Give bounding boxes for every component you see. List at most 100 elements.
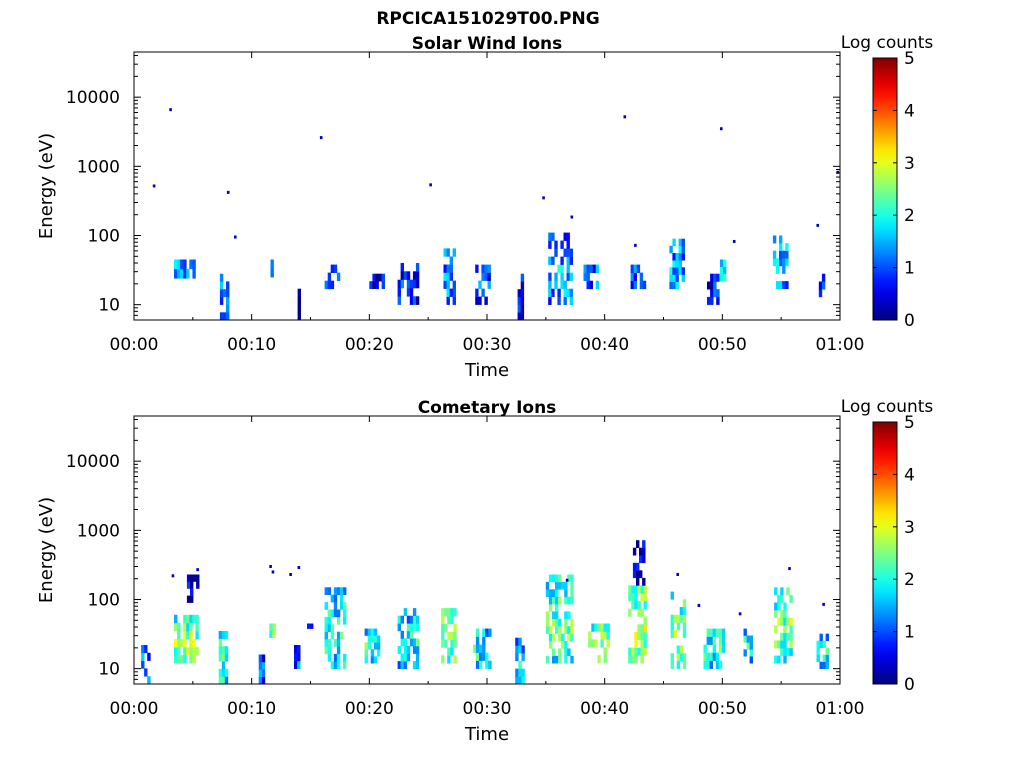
count-cell (343, 616, 347, 625)
count-cell (716, 289, 720, 298)
count-cell (324, 280, 328, 290)
count-cell (637, 600, 641, 609)
count-cell (774, 640, 778, 649)
count-cell (631, 655, 635, 664)
count-cell (478, 280, 482, 289)
ion-burst (583, 264, 600, 290)
count-cell (789, 594, 793, 603)
count-cell (772, 250, 777, 259)
count-cell (333, 639, 338, 647)
count-cell (269, 623, 273, 631)
count-cell (554, 272, 558, 281)
count-cell (186, 595, 191, 603)
count-cell (192, 614, 196, 624)
count-cell (174, 647, 178, 656)
count-cell (444, 623, 448, 633)
count-point (171, 574, 175, 578)
ion-burst (218, 631, 229, 684)
count-cell (634, 639, 638, 648)
count-cell (443, 280, 447, 289)
count-cell (183, 647, 187, 656)
count-cell (567, 648, 571, 657)
count-cell (561, 633, 565, 642)
count-cell (324, 616, 328, 625)
count-cell (634, 600, 638, 609)
ion-burst (548, 232, 573, 305)
count-point (788, 567, 791, 571)
count-cell (397, 615, 401, 624)
count-cell (452, 280, 456, 289)
count-cell (174, 639, 178, 648)
count-cell (564, 641, 568, 649)
count-cell (678, 245, 682, 254)
count-cell (639, 555, 643, 564)
count-cell (330, 624, 335, 632)
count-cell (780, 632, 784, 641)
count-cell (591, 623, 595, 632)
count-cell (774, 602, 778, 611)
count-cell (567, 596, 571, 605)
count-cell (628, 593, 632, 602)
count-cell (718, 644, 723, 653)
count-cell (327, 609, 332, 618)
ion-burst (364, 628, 381, 664)
count-cell (144, 645, 148, 654)
count-cell (636, 570, 640, 579)
count-cell (412, 646, 417, 654)
count-cell (441, 631, 445, 640)
count-cell (415, 271, 420, 280)
count-cell (147, 652, 151, 661)
count-cell (783, 632, 787, 641)
count-cell (631, 585, 635, 594)
count-cell (672, 274, 676, 282)
count-cell (822, 661, 826, 669)
count-cell (515, 668, 519, 677)
count-cell (789, 617, 793, 626)
x-tick-label: 00:20 (345, 699, 394, 719)
count-cell (643, 639, 647, 648)
count-cell (545, 611, 550, 620)
count-cell (703, 644, 707, 653)
count-cell (746, 642, 750, 650)
y-tick-label: 10000 (66, 452, 120, 472)
count-cell (718, 628, 723, 637)
count-cell (190, 581, 194, 589)
count-cell (520, 281, 525, 290)
count-cell (397, 296, 401, 305)
count-cell (376, 649, 381, 657)
count-cell (294, 660, 298, 669)
count-cell (415, 646, 420, 654)
count-cell (636, 540, 640, 548)
count-point (732, 239, 736, 243)
count-cell (567, 611, 571, 620)
count-cell (177, 639, 181, 648)
count-cell (180, 259, 184, 270)
count-cell (557, 264, 561, 273)
count-cell (716, 273, 720, 282)
count-cell (330, 631, 335, 640)
panel-title: Cometary Ions (418, 398, 557, 418)
count-cell (446, 248, 450, 257)
x-tick-label: 00:20 (345, 335, 394, 355)
count-cell (570, 633, 574, 642)
count-cell (819, 661, 823, 669)
count-cell (720, 273, 724, 282)
count-cell (333, 587, 338, 595)
count-cell (636, 264, 641, 273)
count-cell (639, 547, 643, 556)
count-cell (639, 280, 644, 290)
count-cell (446, 288, 450, 297)
count-cell (261, 654, 266, 663)
count-cell (548, 626, 553, 634)
count-cell (444, 608, 448, 617)
count-cell (816, 647, 820, 655)
count-cell (450, 647, 454, 656)
count-cell (487, 264, 491, 273)
count-cell (640, 655, 644, 664)
count-cell (746, 635, 750, 643)
count-cell (415, 661, 420, 669)
count-cell (721, 636, 726, 645)
y-tick-label: 100 (88, 590, 120, 610)
count-cell (475, 644, 480, 653)
